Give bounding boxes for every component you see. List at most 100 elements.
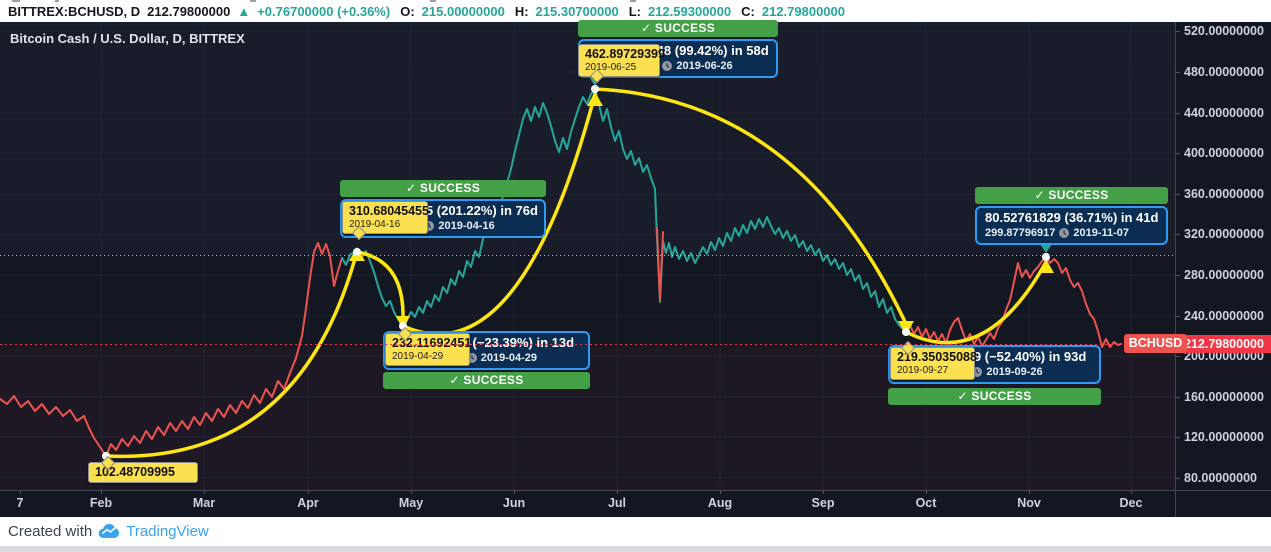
high-label: H: [514,3,529,19]
callout-pointer [1040,244,1052,253]
last-price-badge: 212.79800000 [1176,335,1271,353]
series-flag[interactable]: BCHUSD [1124,334,1187,353]
price-change: +0.76700000 (+0.36%) [257,3,391,19]
time-axis-label: Jul [607,496,627,510]
price-axis-label: 80.00000000 [1184,471,1257,485]
axis-tick [1176,153,1180,154]
price-axis-label: 400.00000000 [1184,146,1264,160]
time-axis-label: Jun [502,496,526,510]
axis-tick [1176,31,1180,32]
axis-tick [1131,490,1132,494]
axis-tick [308,490,309,494]
time-axis-label: Sep [811,496,835,510]
axis-tick [1176,437,1180,438]
price-axis-label: 160.00000000 [1184,390,1264,404]
note-price: 462.89729399 [585,47,665,61]
measure-date: 2019-11-07 [1073,227,1130,239]
price-axis-label: 360.00000000 [1184,187,1264,201]
price-note-apr29[interactable]: 232.11692451 2019-04-29 [385,326,472,366]
high-value: 215.30700000 [535,3,619,19]
note-date: 2019-04-29 [392,351,444,362]
axis-tick [1176,234,1180,235]
time-axis[interactable]: 7 Feb Mar Apr May Jun Jul Aug Sep Oct Nov Dec [0,490,1175,517]
chart-legend-title: Bitcoin Cash / U.S. Dollar, D, BITTREX [10,31,245,46]
measure-date: 2019-09-26 [986,366,1043,378]
chart-background[interactable] [0,22,1271,517]
last-price-line[interactable] [0,344,1175,345]
time-axis-label: May [398,496,424,510]
axis-tick [926,490,927,494]
low-value: 212.59300000 [647,3,732,19]
price-axis-label: 120.00000000 [1184,430,1264,444]
price-axis[interactable]: 520.00000000 480.00000000 440.00000000 400.… [1176,22,1271,517]
close-value: 212.79800000 [761,3,845,19]
last-price: 212.79800000 [147,3,231,19]
note-price: 219.35035088 [897,350,977,364]
price-note-feb-low[interactable]: 102.48709995 [88,455,198,483]
note-date: 2019-04-16 [349,219,401,230]
up-arrow-icon: ▲ [237,3,251,19]
axis-tick [1176,72,1180,73]
background-bands [0,22,1175,490]
time-axis-label: Apr [297,496,319,510]
note-price: 310.68045455 [349,204,429,218]
time-axis-label: Dec [1119,496,1143,510]
callout-apr-rise[interactable]: ✓ SUCCESS 208.19335465 (201.22%) in 76d … [340,180,546,238]
price-axis-label: 480.00000000 [1184,65,1264,79]
axis-tick [1029,490,1030,494]
measure-date: 2019-04-16 [438,220,495,232]
tradingview-link[interactable]: TradingView [126,523,209,540]
axis-tick [1176,275,1180,276]
clock-icon [662,61,673,71]
price-note-sep27[interactable]: 219.35035088 2019-09-27 [890,340,977,380]
time-axis-label: 7 [16,496,24,510]
close-label: C: [741,3,755,19]
callout-sep-bottom[interactable]: 243.54694399 (−52.40%) in 93d 219.350350… [888,345,1101,405]
bottom-gray-strip [0,546,1271,552]
clock-icon [1059,228,1070,238]
arrowhead-icon [587,92,603,106]
low-label: L: [628,3,641,19]
note-price: 102.48709995 [95,465,175,479]
axis-tick [514,490,515,494]
clipped-ui-fragment [55,0,59,2]
callout-nov-rise[interactable]: ✓ SUCCESS 80.52761829 (36.71%) in 41d 29… [975,187,1168,245]
time-axis-label: Feb [89,496,113,510]
price-line [0,88,1122,457]
price-note-june[interactable]: 462.89729399 2019-06-25 [578,44,665,84]
price-axis-label: 320.00000000 [1184,227,1264,241]
success-badge: ✓ SUCCESS [383,372,590,389]
measure-box[interactable]: 80.52761829 (36.71%) in 41d 299.87796917… [975,206,1168,245]
axis-tick [1176,397,1180,398]
time-axis-label: Nov [1017,496,1041,510]
created-with-text: Created with [8,523,93,540]
measure-date: 2019-06-26 [676,60,733,72]
projection-arcs [104,77,1054,459]
clipped-ui-fragment [250,0,256,2]
axis-tick [720,490,721,494]
clipped-ui-fragment [630,0,636,2]
arrowhead-icon [1038,259,1054,273]
note-price: 232.11692451 [392,336,472,350]
time-axis-label: Oct [915,496,937,510]
axis-tick [1176,316,1180,317]
measure-price: 299.87796917 [985,227,1056,239]
quote-bar: BITTREX:BCHUSD, D 212.79800000 ▲ +0.7670… [0,0,1271,22]
clipped-ui-fragment [12,0,20,2]
time-axis-label: Mar [192,496,216,510]
success-badge: ✓ SUCCESS [340,180,546,197]
time-axis-label: Aug [707,496,733,510]
success-badge: ✓ SUCCESS [888,388,1101,405]
price-axis-label: 520.00000000 [1184,24,1264,38]
axis-tick [1176,194,1180,195]
axis-tick [1176,113,1180,114]
axis-tick [101,490,102,494]
success-badge: ✓ SUCCESS [578,20,778,37]
tradingview-logo-icon[interactable] [98,524,120,539]
note-date: 2019-06-25 [585,62,637,73]
reference-line-299[interactable] [0,255,1175,256]
symbol-label: BITTREX:BCHUSD, D [8,3,141,19]
axis-tick [1176,478,1180,479]
price-note-apr16[interactable]: 310.68045455 2019-04-16 [342,201,429,241]
price-axis-label: 240.00000000 [1184,309,1264,323]
